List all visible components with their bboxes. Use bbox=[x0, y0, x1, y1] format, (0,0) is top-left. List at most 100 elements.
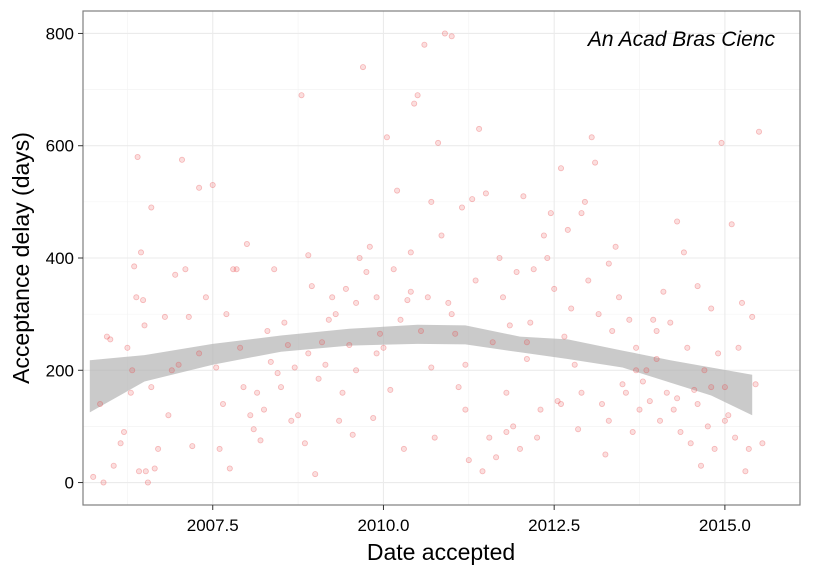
data-point bbox=[397, 316, 404, 323]
data-point bbox=[237, 344, 244, 351]
data-point bbox=[182, 266, 189, 273]
data-point bbox=[264, 327, 271, 334]
data-point bbox=[595, 311, 602, 318]
data-point bbox=[148, 204, 155, 211]
data-point bbox=[633, 344, 640, 351]
data-point bbox=[715, 350, 722, 357]
y-tick-label: 600 bbox=[46, 137, 74, 156]
data-point bbox=[260, 406, 267, 413]
data-point bbox=[356, 254, 363, 261]
data-point bbox=[721, 384, 728, 391]
data-point bbox=[366, 243, 373, 250]
data-point bbox=[257, 437, 264, 444]
data-point bbox=[745, 445, 752, 452]
data-point bbox=[325, 316, 332, 323]
data-point bbox=[602, 451, 609, 458]
data-point bbox=[373, 350, 380, 357]
data-point bbox=[482, 190, 489, 197]
data-point bbox=[312, 471, 319, 478]
data-point bbox=[295, 412, 302, 419]
data-point bbox=[110, 462, 117, 469]
data-point bbox=[209, 181, 216, 188]
data-point bbox=[527, 319, 534, 326]
data-point bbox=[288, 417, 295, 424]
data-point bbox=[185, 313, 192, 320]
data-point bbox=[537, 406, 544, 413]
data-point bbox=[407, 249, 414, 256]
data-point bbox=[240, 384, 247, 391]
data-point bbox=[121, 428, 128, 435]
data-point bbox=[530, 266, 537, 273]
data-point bbox=[523, 339, 530, 346]
data-point bbox=[370, 414, 377, 421]
data-point bbox=[650, 316, 657, 323]
data-point bbox=[298, 92, 305, 99]
data-point bbox=[667, 319, 674, 326]
data-point bbox=[517, 445, 524, 452]
data-point bbox=[291, 364, 298, 371]
data-point bbox=[585, 277, 592, 284]
data-point bbox=[657, 417, 664, 424]
data-point bbox=[141, 322, 148, 329]
data-point bbox=[353, 299, 360, 306]
data-point bbox=[633, 367, 640, 374]
y-tick-label: 200 bbox=[46, 361, 74, 380]
data-point bbox=[739, 299, 746, 306]
data-point bbox=[605, 260, 612, 267]
y-axis-title: Acceptance delay (days) bbox=[8, 132, 34, 384]
data-point bbox=[575, 426, 582, 433]
data-point bbox=[445, 299, 452, 306]
data-point bbox=[223, 311, 230, 318]
data-point bbox=[646, 398, 653, 405]
data-point bbox=[142, 468, 149, 475]
data-point bbox=[148, 384, 155, 391]
data-point bbox=[387, 386, 394, 393]
data-point bbox=[137, 249, 144, 256]
data-point bbox=[612, 243, 619, 250]
data-point bbox=[315, 375, 322, 382]
data-point bbox=[135, 468, 142, 475]
data-point bbox=[140, 297, 147, 304]
data-point bbox=[133, 294, 140, 301]
data-point bbox=[725, 412, 732, 419]
data-point bbox=[472, 277, 479, 284]
data-point bbox=[503, 389, 510, 396]
data-point bbox=[424, 294, 431, 301]
data-point bbox=[342, 285, 349, 292]
data-point bbox=[441, 30, 448, 37]
data-point bbox=[305, 350, 312, 357]
data-point bbox=[749, 313, 756, 320]
data-point bbox=[213, 364, 220, 371]
data-point bbox=[599, 400, 606, 407]
data-point bbox=[233, 266, 240, 273]
data-point bbox=[674, 395, 681, 402]
data-point bbox=[363, 268, 370, 275]
data-point bbox=[417, 327, 424, 334]
data-point bbox=[189, 443, 196, 450]
data-point bbox=[172, 271, 179, 278]
data-point bbox=[274, 370, 281, 377]
data-point bbox=[383, 134, 390, 141]
data-point bbox=[479, 468, 486, 475]
data-point bbox=[243, 240, 250, 247]
data-point bbox=[609, 327, 616, 334]
x-tick-label: 2007.5 bbox=[187, 516, 239, 535]
data-point bbox=[435, 139, 442, 146]
data-point bbox=[219, 400, 226, 407]
data-point bbox=[428, 198, 435, 205]
data-point bbox=[271, 266, 278, 273]
data-point bbox=[202, 294, 209, 301]
data-point bbox=[605, 417, 612, 424]
data-point bbox=[421, 41, 428, 48]
data-point bbox=[196, 350, 203, 357]
smooth-confidence-band bbox=[89, 324, 753, 416]
data-point bbox=[165, 412, 172, 419]
data-point bbox=[373, 294, 380, 301]
data-point bbox=[117, 440, 124, 447]
data-point bbox=[636, 406, 643, 413]
data-point bbox=[178, 156, 185, 163]
data-point bbox=[643, 367, 650, 374]
data-point bbox=[407, 288, 414, 295]
data-point bbox=[329, 294, 336, 301]
